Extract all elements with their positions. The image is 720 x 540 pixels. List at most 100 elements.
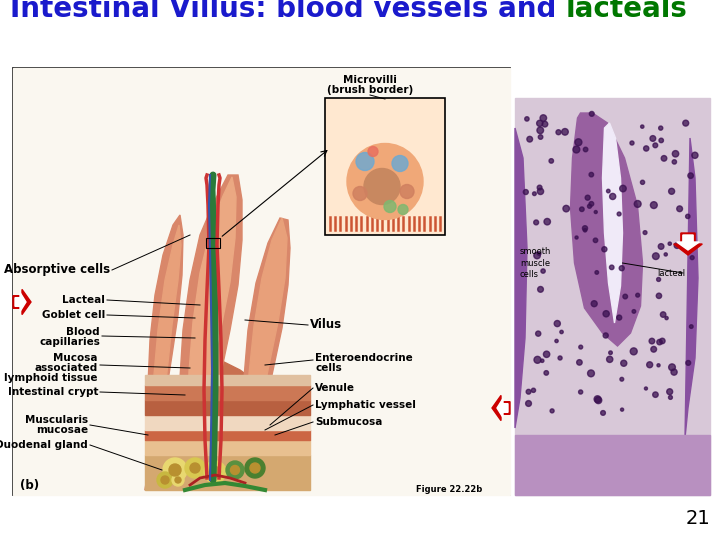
Polygon shape xyxy=(188,177,236,486)
Text: (b): (b) xyxy=(20,478,39,491)
Circle shape xyxy=(650,201,657,208)
Circle shape xyxy=(540,115,546,122)
Circle shape xyxy=(690,256,694,260)
Bar xyxy=(325,98,445,235)
Text: associated: associated xyxy=(35,363,98,373)
Text: Microvilli: Microvilli xyxy=(343,75,397,85)
Circle shape xyxy=(204,461,226,483)
Circle shape xyxy=(606,356,613,362)
Circle shape xyxy=(595,397,602,403)
Text: Absorptive cells: Absorptive cells xyxy=(4,264,110,276)
Polygon shape xyxy=(145,415,310,430)
Circle shape xyxy=(590,111,594,116)
Polygon shape xyxy=(248,218,287,486)
Bar xyxy=(206,238,220,248)
Circle shape xyxy=(683,120,689,126)
Circle shape xyxy=(665,316,668,320)
Circle shape xyxy=(593,238,598,242)
Circle shape xyxy=(554,320,560,327)
Polygon shape xyxy=(145,375,310,385)
Circle shape xyxy=(603,310,609,317)
Polygon shape xyxy=(677,235,699,250)
Circle shape xyxy=(562,129,568,135)
Polygon shape xyxy=(145,360,310,490)
Circle shape xyxy=(536,331,541,336)
Circle shape xyxy=(647,362,653,368)
Polygon shape xyxy=(145,430,310,440)
Circle shape xyxy=(609,265,614,269)
Circle shape xyxy=(641,125,644,129)
Circle shape xyxy=(537,185,542,190)
Text: Submucosa: Submucosa xyxy=(315,417,382,427)
Circle shape xyxy=(560,330,563,334)
Circle shape xyxy=(356,152,374,171)
Circle shape xyxy=(250,463,260,473)
Text: Mucosa: Mucosa xyxy=(53,353,98,363)
Polygon shape xyxy=(13,289,31,315)
Circle shape xyxy=(669,188,675,194)
Circle shape xyxy=(644,146,649,151)
Polygon shape xyxy=(153,225,181,485)
Circle shape xyxy=(669,364,675,370)
Circle shape xyxy=(161,476,169,484)
Circle shape xyxy=(353,186,367,200)
Circle shape xyxy=(603,333,608,338)
Circle shape xyxy=(541,269,545,273)
Text: 21: 21 xyxy=(685,509,710,528)
Circle shape xyxy=(688,173,693,178)
Circle shape xyxy=(563,205,570,212)
Polygon shape xyxy=(515,435,710,495)
Circle shape xyxy=(610,193,616,200)
Polygon shape xyxy=(497,399,508,417)
Circle shape xyxy=(536,120,543,126)
Circle shape xyxy=(527,136,533,142)
Circle shape xyxy=(210,467,220,477)
Circle shape xyxy=(534,252,540,259)
Circle shape xyxy=(544,351,550,357)
Circle shape xyxy=(651,346,657,352)
Text: Enteroendocrine: Enteroendocrine xyxy=(315,353,413,363)
Polygon shape xyxy=(243,218,290,490)
Circle shape xyxy=(630,348,637,355)
Circle shape xyxy=(230,465,240,475)
Polygon shape xyxy=(145,385,310,400)
Text: Venule: Venule xyxy=(315,383,355,393)
Circle shape xyxy=(692,152,698,158)
Circle shape xyxy=(575,236,578,239)
Circle shape xyxy=(539,135,543,139)
Circle shape xyxy=(169,464,181,476)
Circle shape xyxy=(661,156,667,161)
Circle shape xyxy=(190,463,200,473)
Polygon shape xyxy=(145,455,310,490)
Text: smooth
muscle
cells: smooth muscle cells xyxy=(520,247,552,279)
Circle shape xyxy=(643,231,647,234)
Text: lacteal: lacteal xyxy=(657,268,685,278)
Text: Goblet cell: Goblet cell xyxy=(42,310,105,320)
Text: Lacteal: Lacteal xyxy=(62,295,105,305)
Text: cells: cells xyxy=(315,363,342,373)
Bar xyxy=(13,68,510,495)
Circle shape xyxy=(589,172,593,177)
Circle shape xyxy=(175,477,181,483)
Circle shape xyxy=(531,388,536,393)
Circle shape xyxy=(588,204,592,208)
Circle shape xyxy=(582,226,588,231)
Circle shape xyxy=(577,360,582,365)
Circle shape xyxy=(619,266,624,271)
Circle shape xyxy=(657,340,662,345)
Circle shape xyxy=(163,458,187,482)
Circle shape xyxy=(157,472,173,488)
Circle shape xyxy=(525,117,529,121)
Circle shape xyxy=(686,361,690,366)
Circle shape xyxy=(667,389,672,395)
Circle shape xyxy=(621,360,627,366)
Circle shape xyxy=(668,242,672,245)
Text: Intestinal crypt: Intestinal crypt xyxy=(7,387,98,397)
Circle shape xyxy=(656,293,662,299)
Circle shape xyxy=(172,474,184,486)
Polygon shape xyxy=(674,233,702,255)
Text: lacteals: lacteals xyxy=(566,0,688,23)
Circle shape xyxy=(600,410,606,415)
Circle shape xyxy=(589,201,594,206)
Circle shape xyxy=(523,190,528,194)
